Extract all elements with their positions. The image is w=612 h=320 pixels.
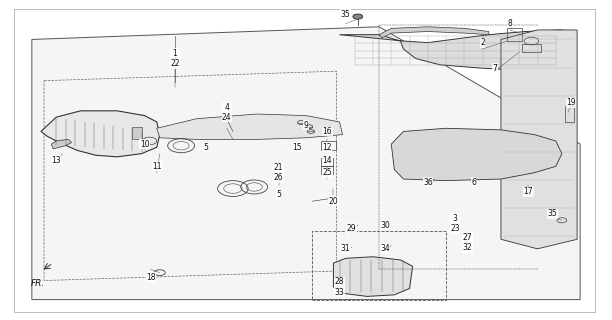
- Polygon shape: [391, 128, 562, 180]
- Text: 25: 25: [323, 168, 332, 177]
- Text: 5: 5: [203, 143, 208, 152]
- Text: 28
33: 28 33: [335, 277, 345, 297]
- Text: 4
24: 4 24: [222, 103, 231, 122]
- Text: FR.: FR.: [31, 279, 45, 288]
- Text: 18: 18: [146, 273, 155, 282]
- Text: 17: 17: [523, 187, 533, 196]
- Bar: [312, 231, 446, 300]
- Polygon shape: [340, 30, 571, 69]
- Text: 3
23: 3 23: [450, 214, 460, 233]
- Text: 11: 11: [152, 162, 162, 171]
- Text: 36: 36: [423, 178, 433, 187]
- Polygon shape: [379, 27, 489, 38]
- Text: 27
32: 27 32: [463, 233, 472, 252]
- Bar: [321, 158, 334, 166]
- Text: 31: 31: [341, 244, 351, 253]
- Text: 2: 2: [480, 38, 485, 47]
- Text: 9: 9: [304, 121, 308, 130]
- Text: 12: 12: [323, 143, 332, 152]
- Circle shape: [353, 14, 363, 19]
- Text: 16: 16: [323, 127, 332, 136]
- Text: 30: 30: [380, 220, 390, 229]
- Text: 6: 6: [471, 178, 476, 187]
- Text: 29: 29: [347, 224, 357, 233]
- Bar: [132, 127, 141, 140]
- Text: 19: 19: [566, 99, 576, 108]
- Polygon shape: [334, 257, 412, 296]
- Polygon shape: [157, 114, 343, 140]
- Text: 13: 13: [51, 156, 61, 164]
- Bar: [565, 106, 574, 122]
- Text: 15: 15: [292, 143, 302, 152]
- Polygon shape: [51, 140, 72, 149]
- Text: 34: 34: [380, 244, 390, 253]
- Text: 7: 7: [493, 63, 498, 73]
- Text: 1
22: 1 22: [170, 49, 180, 68]
- Polygon shape: [41, 111, 160, 157]
- Bar: [321, 166, 334, 174]
- Text: 5: 5: [276, 190, 281, 199]
- Bar: [507, 28, 522, 41]
- Text: 35: 35: [548, 209, 558, 219]
- Bar: [321, 141, 337, 150]
- Polygon shape: [501, 30, 577, 249]
- Text: 21
26: 21 26: [274, 163, 283, 182]
- Text: 35: 35: [341, 10, 351, 19]
- Text: 8: 8: [508, 19, 512, 28]
- Text: 14: 14: [323, 156, 332, 164]
- Text: 10: 10: [140, 140, 149, 148]
- Bar: [522, 44, 540, 52]
- Text: 20: 20: [329, 197, 338, 206]
- Polygon shape: [32, 27, 580, 300]
